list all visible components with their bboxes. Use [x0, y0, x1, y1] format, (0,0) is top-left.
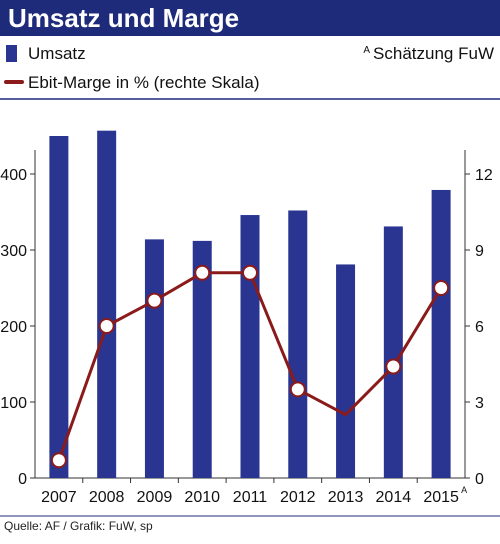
- right-tick-label: 0: [475, 471, 484, 488]
- line-marker: [433, 280, 450, 296]
- right-tick-label: 3: [475, 395, 484, 412]
- left-axis-ticks: 0 100 200 300 400: [0, 167, 35, 488]
- left-tick-label: 300: [0, 243, 27, 260]
- title-bar: Umsatz und Marge: [0, 0, 500, 36]
- bar: [49, 136, 69, 478]
- line-series: [50, 264, 450, 469]
- left-tick-label: 400: [0, 167, 27, 184]
- right-axis-ticks: 0 3 6 9 12: [465, 167, 493, 488]
- legend-note: A Schätzung FuW: [363, 44, 494, 63]
- chart-title: Umsatz und Marge: [8, 3, 240, 33]
- bar: [336, 264, 356, 478]
- left-tick-label: 200: [0, 319, 27, 336]
- bar: [192, 240, 212, 478]
- right-tick-label: 6: [475, 319, 484, 336]
- right-tick-label: 9: [475, 243, 484, 260]
- left-tick-label: 100: [0, 395, 27, 412]
- x-tick-label: 2009: [137, 489, 173, 506]
- x-tick-superscript: A: [461, 485, 467, 495]
- line-marker: [194, 264, 211, 281]
- right-tick-label: 12: [475, 167, 493, 184]
- x-tick-label: 2010: [184, 489, 220, 506]
- x-tick-label: 2008: [89, 489, 125, 506]
- x-tick-label: 2013: [328, 489, 364, 506]
- legend-note-superscript: A: [363, 45, 370, 56]
- x-tick-label: 2011: [233, 489, 268, 506]
- x-tick-label: 2007: [41, 489, 77, 506]
- left-tick-label: 0: [18, 471, 27, 488]
- x-axis-labels: 2007 2008 2009 2010 2011 2012 2013 2014 2015 A: [41, 478, 467, 506]
- bar: [288, 210, 308, 479]
- x-tick-label: 2012: [280, 489, 316, 506]
- line-marker: [242, 264, 258, 281]
- legend-note-text: Schätzung FuW: [373, 44, 494, 63]
- bar: [97, 130, 117, 478]
- line-marker: [385, 358, 402, 375]
- bar: [240, 215, 260, 479]
- bar: [431, 189, 451, 478]
- bar: [383, 226, 403, 478]
- bar-series: [49, 130, 451, 479]
- x-tick-label: 2015: [423, 489, 459, 506]
- line-marker: [50, 452, 67, 469]
- line-marker: [146, 292, 163, 309]
- legend-label-umsatz: Umsatz: [28, 44, 86, 63]
- legend-swatch-umsatz: [6, 45, 17, 62]
- line-marker: [289, 381, 306, 398]
- line-marker: [98, 318, 115, 334]
- x-tick-label: 2014: [376, 489, 412, 506]
- bar: [144, 239, 164, 478]
- source-note: Quelle: AF / Grafik: FuW, sp: [4, 519, 153, 533]
- legend-label-marge: Ebit-Marge in % (rechte Skala): [28, 73, 259, 92]
